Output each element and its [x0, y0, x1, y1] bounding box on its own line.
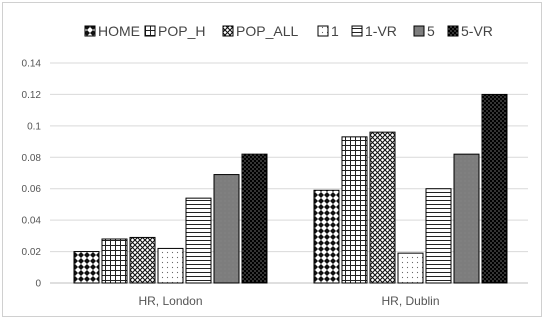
legend-swatch-home — [84, 25, 96, 37]
y-tick-label: 0.02 — [22, 247, 42, 258]
bars — [73, 93, 508, 284]
bar-pop-all-hr-dublin — [369, 131, 396, 284]
bar-5-vr-hr-london — [241, 153, 268, 284]
bar-5-hr-dublin — [453, 153, 480, 284]
bar-home-hr-dublin — [313, 189, 340, 284]
legend-swatch-1-vr — [351, 25, 363, 37]
legend-label-1-vr: 1-VR — [365, 23, 397, 39]
legend-label-home: HOME — [98, 23, 140, 39]
x-category-label: HR, London — [138, 294, 202, 308]
legend-swatch-1 — [317, 25, 329, 37]
y-tick-label: 0.04 — [22, 216, 42, 227]
legend-label-pop-h: POP_H — [158, 23, 205, 39]
legend: HOME POP_H POP_ALL 1 1-VR 5 5-VR — [84, 23, 493, 39]
legend-swatch-pop-all — [222, 25, 234, 37]
y-tick-label: 0 — [35, 279, 41, 290]
bar-1-vr-hr-dublin — [425, 188, 452, 284]
y-axis-ticks: 0 0.02 0.04 0.06 0.08 0.1 0.12 0.14 — [22, 59, 42, 290]
y-tick-label: 0.08 — [22, 153, 42, 164]
bar-1-hr-dublin — [397, 252, 424, 284]
y-tick-label: 0.12 — [22, 90, 42, 101]
bar-pop-all-hr-london — [129, 236, 156, 284]
y-tick-label: 0.06 — [22, 184, 42, 195]
x-axis-labels: HR, London HR, Dublin — [138, 294, 439, 308]
legend-swatch-pop-h — [144, 25, 156, 37]
legend-swatch-5-vr — [447, 25, 459, 37]
legend-label-1: 1 — [331, 23, 339, 39]
bar-1-hr-london — [157, 247, 184, 284]
bar-home-hr-london — [73, 251, 100, 284]
legend-label-pop-all: POP_ALL — [236, 23, 298, 39]
legend-label-5-vr: 5-VR — [461, 23, 493, 39]
bar-pop-h-hr-london — [101, 238, 128, 284]
bar-5-vr-hr-dublin — [481, 93, 508, 284]
legend-label-5: 5 — [427, 23, 435, 39]
bar-pop-h-hr-dublin — [341, 136, 368, 284]
y-tick-label: 0.1 — [27, 121, 41, 132]
bar-1-vr-hr-london — [185, 197, 212, 284]
y-tick-label: 0.14 — [22, 59, 42, 70]
legend-swatch-5 — [413, 25, 425, 37]
bar-5-hr-london — [213, 174, 240, 284]
x-category-label: HR, Dublin — [381, 294, 439, 308]
